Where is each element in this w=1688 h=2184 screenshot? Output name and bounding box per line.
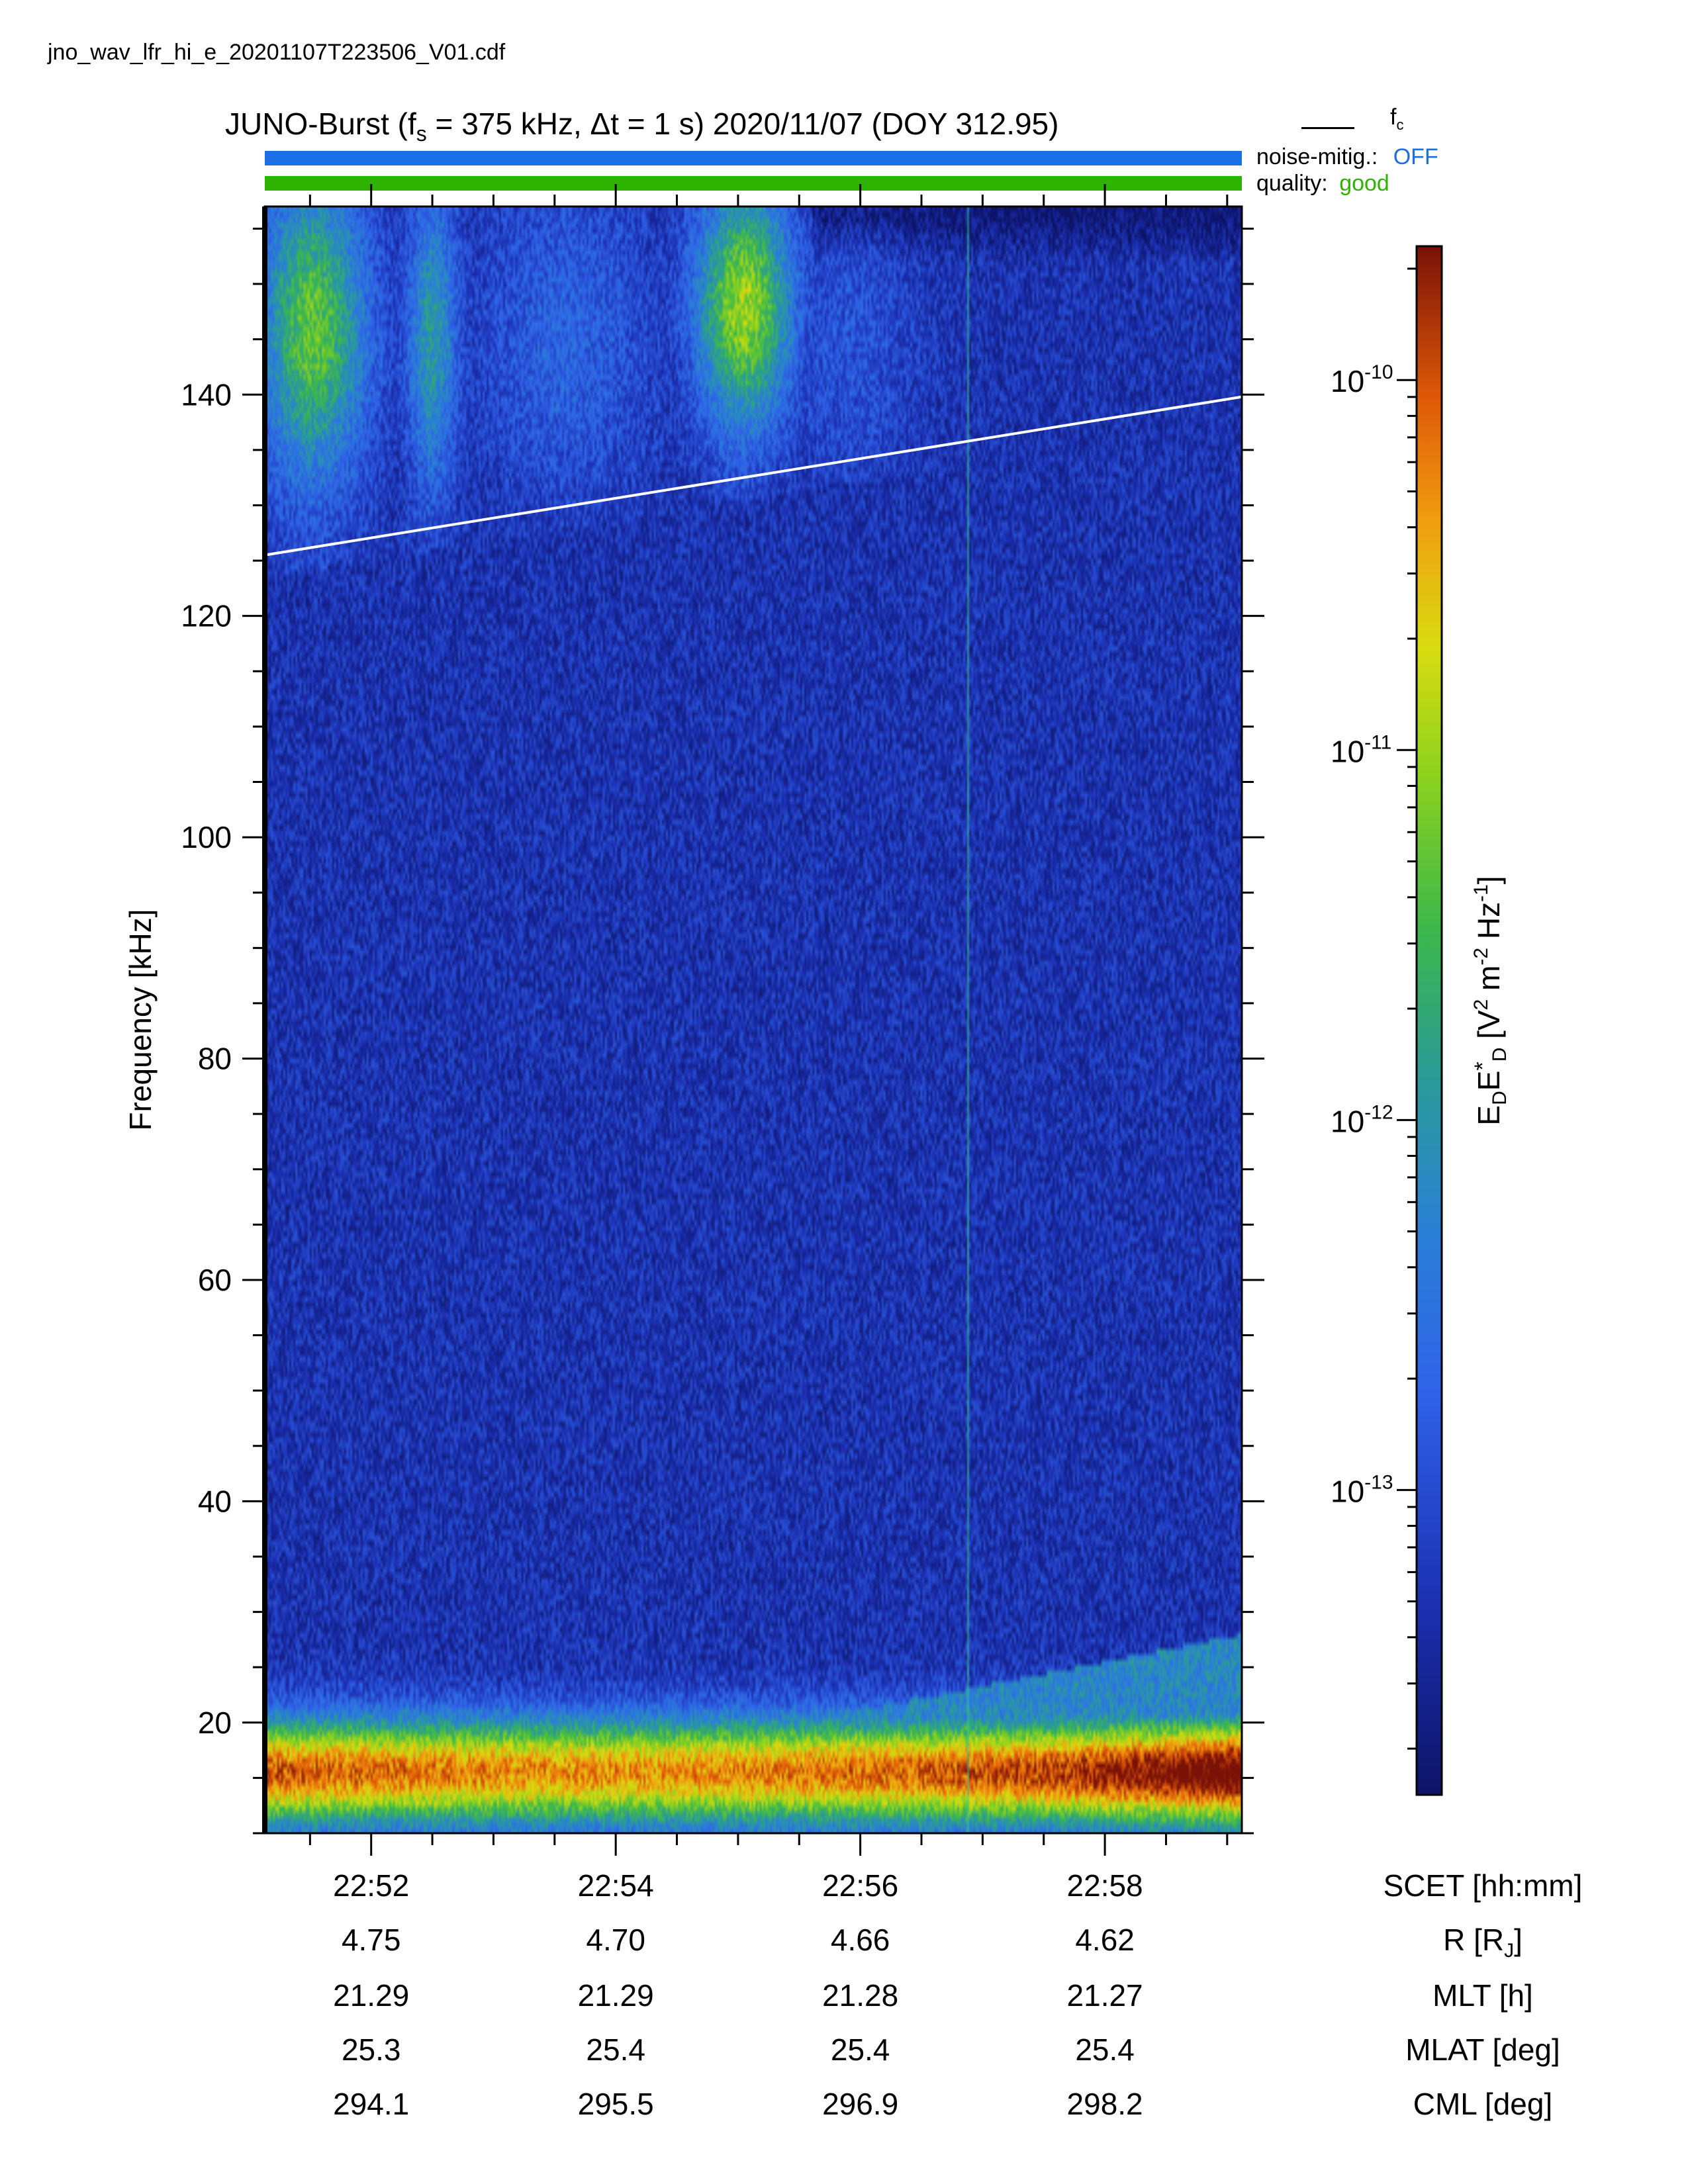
annotation-value: 4.62 xyxy=(1075,1923,1135,1957)
title-pre: JUNO-Burst (f xyxy=(225,107,416,141)
annotation-value: 21.28 xyxy=(822,1978,899,2013)
noise-value: OFF xyxy=(1393,144,1438,169)
quality-label: quality: xyxy=(1256,171,1328,196)
annotation-value: 25.4 xyxy=(586,2032,645,2067)
noise-mitigation-bar xyxy=(265,151,1242,165)
fc-line xyxy=(264,395,1243,557)
y-tick-label: 40 xyxy=(198,1484,232,1518)
title-sub: s xyxy=(416,122,427,146)
colorbar-tick-label: 10-11 xyxy=(1331,731,1391,768)
x-tick-label: 22:52 xyxy=(333,1868,410,1903)
x-tick-label: 22:56 xyxy=(822,1868,899,1903)
quality-status: quality: good xyxy=(1256,171,1389,197)
annotation-value: 295.5 xyxy=(577,2087,654,2121)
chart-title: JUNO-Burst (fs = 375 kHz, Δt = 1 s) 2020… xyxy=(225,106,1284,146)
noise-label: noise-mitig.: xyxy=(1256,144,1378,169)
colorbar-label: EDE*D [V2 m-2 Hz-1] xyxy=(1470,876,1511,1125)
x-tick-label: 22:54 xyxy=(577,1868,654,1903)
title-post: = 375 kHz, Δt = 1 s) 2020/11/07 (DOY 312… xyxy=(426,107,1059,141)
colorbar xyxy=(1415,245,1443,1796)
annotation-value: 25.3 xyxy=(341,2032,401,2067)
y-tick-label: 120 xyxy=(181,599,232,633)
annotation-value: 25.4 xyxy=(1075,2032,1135,2067)
y-tick-label: 140 xyxy=(181,377,232,412)
colorbar-tick-label: 10-12 xyxy=(1331,1101,1393,1138)
annotation-value: 4.66 xyxy=(830,1923,890,1957)
y-tick-label: 100 xyxy=(181,820,232,854)
x-tick-label: 22:58 xyxy=(1066,1868,1143,1903)
colorbar-tick-label: 10-10 xyxy=(1331,361,1393,398)
colorbar-tick-label: 10-13 xyxy=(1331,1471,1393,1508)
file-name: jno_wav_lfr_hi_e_20201107T223506_V01.cdf xyxy=(48,40,506,65)
spectrogram-heatmap xyxy=(265,206,1242,1833)
y-tick-label: 60 xyxy=(198,1263,232,1297)
y-tick-label: 20 xyxy=(198,1706,232,1740)
noise-mitigation-status: noise-mitig.: OFF xyxy=(1256,144,1438,170)
annotation-value: 21.27 xyxy=(1066,1978,1143,2013)
annotation-value: 294.1 xyxy=(333,2087,410,2121)
annotation-value: 25.4 xyxy=(830,2032,890,2067)
annotation-value: 4.75 xyxy=(341,1923,401,1957)
annotation-row-label: CML [deg] xyxy=(1413,2087,1553,2121)
quality-value: good xyxy=(1339,171,1389,196)
y-tick-label: 80 xyxy=(198,1042,232,1076)
annotation-value: 21.29 xyxy=(577,1978,654,2013)
annotation-row-label: MLT [h] xyxy=(1432,1978,1533,2013)
annotation-row-label: SCET [hh:mm] xyxy=(1383,1868,1583,1903)
annotation-value: 21.29 xyxy=(333,1978,410,2013)
fc-legend-line xyxy=(1301,127,1354,129)
annotation-row-label: R [RJ] xyxy=(1443,1923,1523,1962)
annotation-value: 4.70 xyxy=(586,1923,645,1957)
annotation-value: 296.9 xyxy=(822,2087,899,2121)
quality-bar xyxy=(265,176,1242,191)
annotation-value: 298.2 xyxy=(1066,2087,1143,2121)
fc-legend-label: fc xyxy=(1390,105,1404,133)
y-axis-label: Frequency [kHz] xyxy=(123,909,158,1131)
annotation-row-label: MLAT [deg] xyxy=(1405,2032,1560,2067)
